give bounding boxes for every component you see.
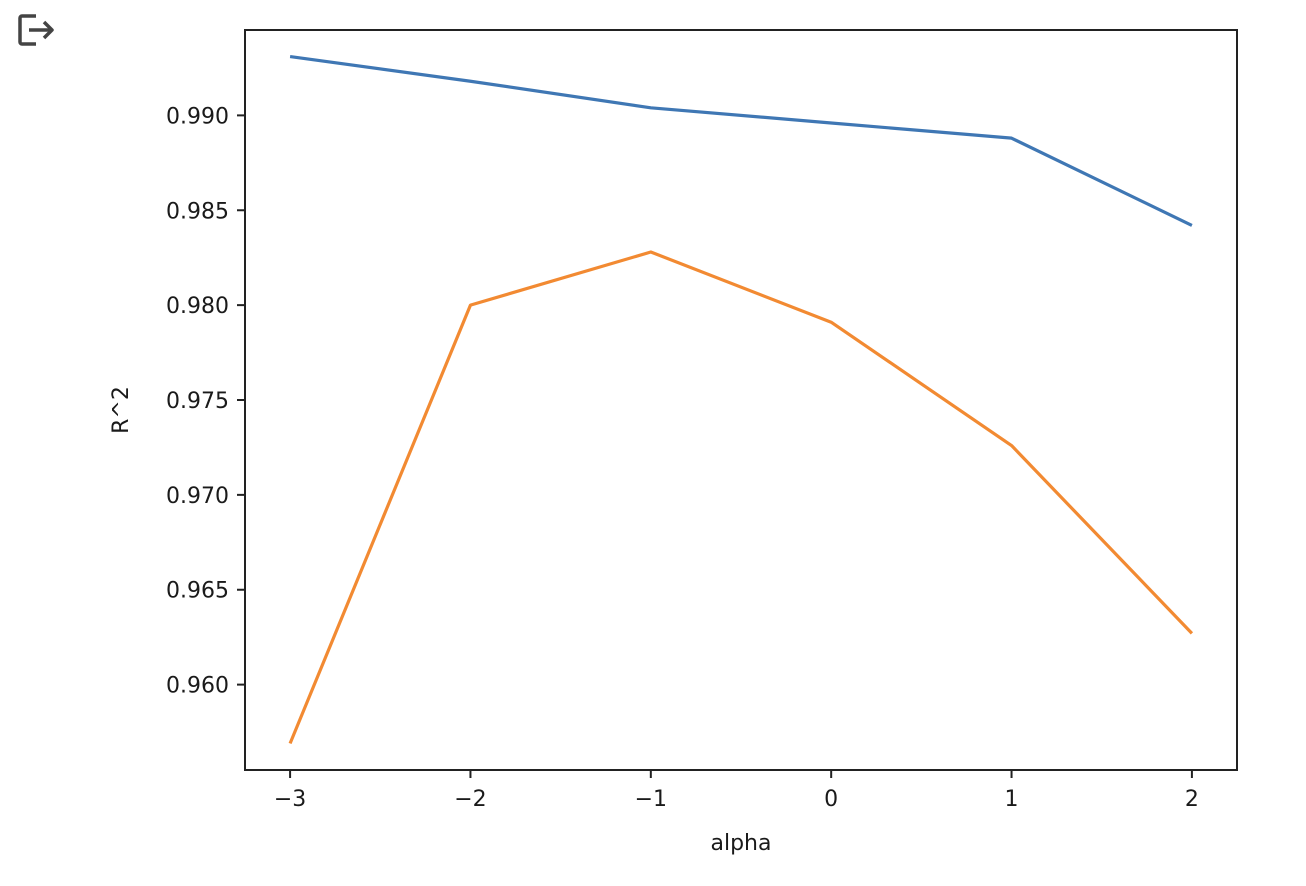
x-tick-label: 1 (1005, 787, 1019, 812)
y-tick-label: 0.960 (166, 674, 229, 699)
y-tick-label: 0.980 (166, 294, 229, 319)
x-tick-label: −3 (274, 787, 306, 812)
y-tick-label: 0.985 (166, 199, 229, 224)
x-tick-label: 0 (824, 787, 838, 812)
series-line-2 (288, 250, 1194, 745)
y-tick-label: 0.990 (166, 104, 229, 129)
output-redirect-icon[interactable] (14, 8, 60, 52)
y-tick-label: 0.975 (166, 389, 229, 414)
output-redirect-icon-glyph (18, 14, 54, 46)
x-tick-label: −2 (454, 787, 486, 812)
x-tick-label: −1 (635, 787, 667, 812)
y-axis-ticks: 0.960 0.965 0.970 0.975 0.980 0.985 0.990 (166, 104, 245, 699)
y-tick-label: 0.965 (166, 579, 229, 604)
y-tick-label: 0.970 (166, 484, 229, 509)
plot-frame (244, 29, 1238, 771)
x-axis-label: alpha (711, 831, 772, 856)
plot-area-border (244, 29, 1238, 771)
y-axis-label: R^2 (109, 386, 134, 434)
series-group (288, 54, 1194, 745)
x-tick-label: 2 (1185, 787, 1199, 812)
series-line-1 (289, 54, 1193, 227)
x-axis-ticks: −3 −2 −1 0 1 2 (274, 770, 1199, 812)
